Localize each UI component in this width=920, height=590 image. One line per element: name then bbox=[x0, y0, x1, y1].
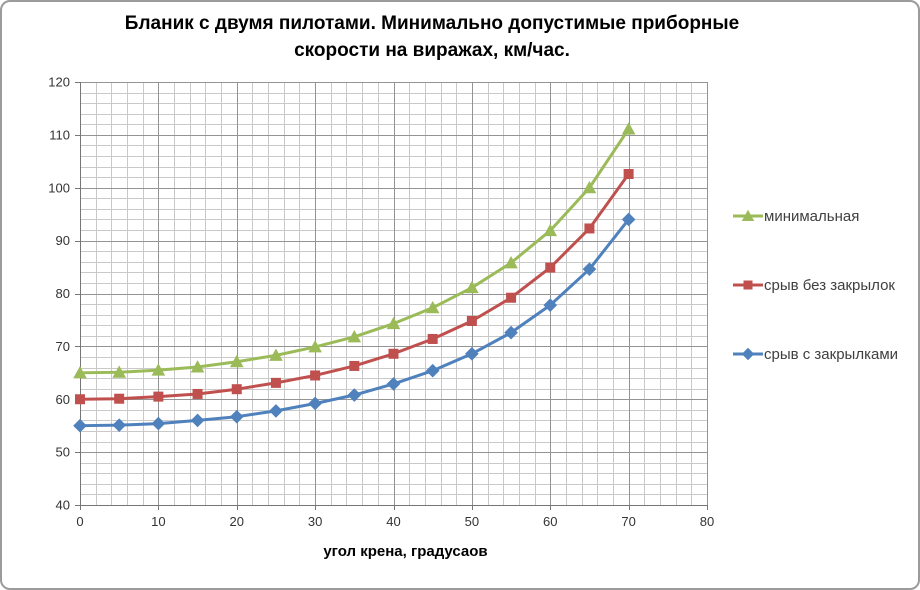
data-point-marker-square bbox=[388, 348, 399, 359]
data-point-marker-triangle bbox=[741, 209, 755, 221]
y-tick-label: 70 bbox=[56, 339, 70, 354]
data-point-marker-square bbox=[743, 280, 753, 290]
data-point-marker-square bbox=[192, 388, 203, 399]
x-tick-label: 50 bbox=[465, 514, 479, 529]
x-tick-label: 20 bbox=[230, 514, 244, 529]
data-point-marker-triangle bbox=[465, 280, 479, 294]
data-point-marker-square bbox=[231, 384, 242, 395]
data-point-marker-triangle bbox=[621, 122, 636, 135]
data-point-marker-triangle bbox=[112, 365, 127, 378]
legend-marker-square-icon bbox=[733, 280, 763, 290]
data-point-marker-square bbox=[270, 377, 281, 388]
data-point-marker-diamond bbox=[621, 212, 636, 227]
y-tick-label: 50 bbox=[56, 445, 70, 460]
legend-marker-triangle-icon bbox=[733, 209, 763, 221]
data-point-marker-diamond bbox=[543, 298, 558, 312]
data-point-marker-square bbox=[114, 393, 125, 404]
x-tick-label: 70 bbox=[621, 514, 635, 529]
data-point-marker-square bbox=[466, 315, 477, 326]
data-point-marker-diamond bbox=[465, 346, 479, 361]
x-tick-label: 30 bbox=[308, 514, 322, 529]
y-tick-label: 90 bbox=[56, 233, 70, 248]
legend: минимальная срыв без закрылок срыв с закры… bbox=[733, 206, 898, 364]
y-tick-label: 110 bbox=[49, 127, 70, 142]
data-point-marker-triangle bbox=[73, 365, 87, 379]
legend-marker-diamond-icon bbox=[733, 347, 763, 361]
data-point-marker-square bbox=[584, 223, 595, 234]
data-point-marker-diamond bbox=[582, 262, 597, 276]
data-point-marker-square bbox=[153, 391, 164, 402]
chart-title-line2: скорости на виражах, км/час. bbox=[294, 40, 570, 61]
data-point-marker-square bbox=[75, 394, 85, 405]
data-point-marker-triangle bbox=[543, 223, 558, 237]
y-tick-label: 40 bbox=[56, 498, 70, 513]
data-point-marker-triangle bbox=[190, 360, 205, 373]
data-point-marker-diamond bbox=[269, 404, 283, 418]
y-tick-label: 120 bbox=[48, 75, 70, 90]
y-tick-label: 80 bbox=[56, 286, 70, 301]
data-point-marker-square bbox=[427, 333, 438, 344]
data-point-marker-square bbox=[506, 292, 517, 303]
data-point-marker-square bbox=[310, 370, 321, 381]
data-point-marker-diamond bbox=[347, 388, 362, 402]
series-2 bbox=[73, 212, 636, 433]
x-tick-label: 10 bbox=[151, 514, 165, 529]
data-point-marker-diamond bbox=[308, 396, 322, 411]
data-point-marker-diamond bbox=[229, 409, 244, 424]
data-point-marker-square bbox=[623, 169, 634, 180]
data-point-marker-diamond bbox=[386, 377, 401, 391]
x-tick-label: 0 bbox=[76, 514, 83, 529]
series-1 bbox=[75, 169, 634, 405]
data-point-marker-triangle bbox=[386, 316, 401, 330]
chart-title: Бланик с двумя пилотами. Минимально допу… bbox=[72, 10, 792, 64]
data-point-marker-square bbox=[545, 262, 556, 273]
data-point-marker-diamond bbox=[73, 418, 87, 433]
data-point-marker-diamond bbox=[425, 363, 440, 378]
data-point-marker-triangle bbox=[151, 363, 166, 376]
chart-title-line1: Бланик с двумя пилотами. Минимально допу… bbox=[124, 13, 740, 34]
data-point-marker-triangle bbox=[347, 330, 362, 343]
data-point-marker-triangle bbox=[269, 348, 283, 361]
data-point-marker-triangle bbox=[425, 300, 440, 314]
data-point-marker-diamond bbox=[151, 416, 166, 431]
legend-item-1: срыв без закрылок bbox=[733, 275, 898, 295]
legend-label: минимальная bbox=[764, 207, 860, 225]
x-tick-label: 80 bbox=[700, 514, 714, 529]
legend-item-2: срыв с закрылками bbox=[733, 344, 898, 364]
data-point-marker-diamond bbox=[112, 418, 127, 432]
data-point-marker-triangle bbox=[308, 340, 322, 353]
data-point-marker-diamond bbox=[504, 325, 518, 340]
y-tick-label: 60 bbox=[56, 392, 70, 407]
x-axis-title: угол крена, градусаов bbox=[323, 543, 488, 560]
y-tick-label: 100 bbox=[48, 180, 70, 195]
data-point-marker-triangle bbox=[582, 180, 597, 194]
data-point-marker-triangle bbox=[229, 354, 244, 368]
legend-item-0: минимальная bbox=[733, 206, 898, 226]
data-point-marker-triangle bbox=[504, 256, 518, 269]
data-point-marker-square bbox=[349, 360, 360, 371]
x-tick-label: 60 bbox=[543, 514, 557, 529]
x-tick-label: 40 bbox=[386, 514, 400, 529]
legend-label: срыв с закрылками bbox=[764, 345, 899, 363]
legend-label: срыв без закрылок bbox=[764, 276, 895, 294]
series-0 bbox=[73, 122, 636, 379]
data-point-marker-diamond bbox=[741, 347, 755, 361]
data-point-marker-diamond bbox=[190, 413, 205, 428]
